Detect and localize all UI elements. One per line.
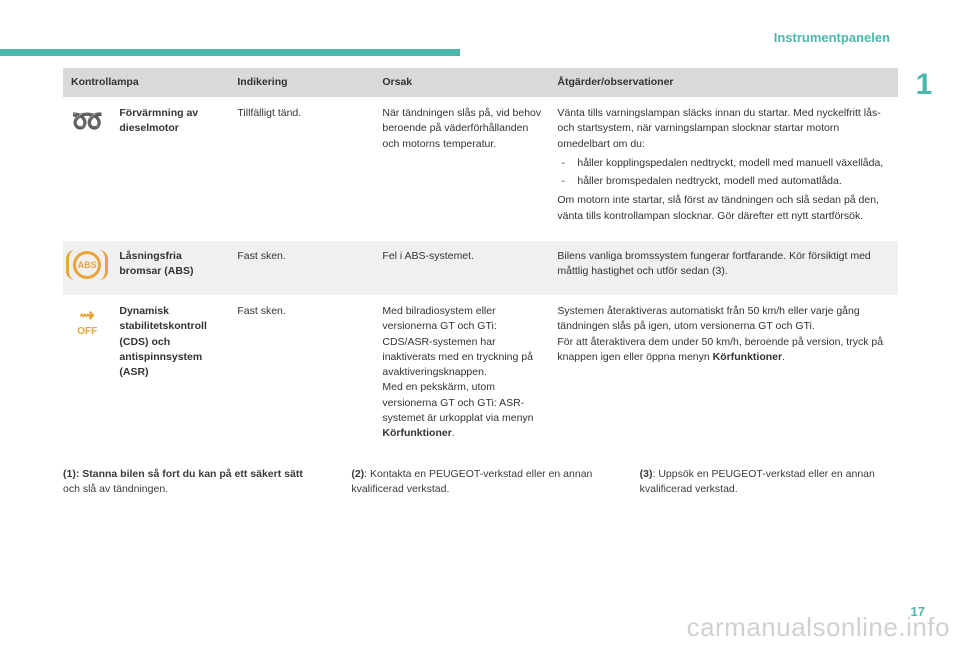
lamp-indication: Fast sken. (229, 296, 374, 457)
footnote-text: : Kontakta en PEUGEOT-verkstad eller en … (351, 468, 592, 495)
footnote-label: (1) (63, 468, 76, 480)
footnote-1: (1): Stanna bilen så fort du kan på ett … (63, 467, 321, 497)
list-item: håller kopplingspedalen nedtryckt, model… (571, 156, 890, 171)
lamp-name: Förvärmning av dieselmotor (111, 98, 229, 241)
lamp-action: Systemen återaktiveras automatiskt från … (549, 296, 898, 457)
action-text: Vänta tills varningslampan släcks innan … (557, 107, 880, 149)
warning-lamp-table: Kontrollampa Indikering Orsak Åtgärder/o… (63, 68, 898, 457)
action-part: Systemen återaktiveras automatiskt från … (557, 304, 890, 334)
lamp-name: Dynamisk stabilitetskontroll (CDS) och a… (111, 296, 229, 457)
car-skid-icon: ⇝ (71, 306, 103, 326)
menu-name: Körfunktioner (713, 351, 782, 363)
lamp-name: Låsningsfria bromsar (ABS) (111, 240, 229, 295)
cause-part: Med en pekskärm, utom versionerna GT och… (382, 380, 541, 441)
list-item: håller bromspedalen nedtryckt, modell me… (571, 174, 890, 189)
lamp-icon-cell: ⇝ OFF (63, 296, 111, 457)
accent-bar (0, 49, 460, 56)
preheat-coil-icon: ➿ (71, 106, 103, 136)
lamp-cause: När tändningen slås på, vid behov beroen… (374, 98, 549, 241)
cause-text: . (452, 427, 455, 439)
section-title: Instrumentpanelen (774, 30, 890, 45)
col-header-cause: Orsak (374, 68, 549, 98)
cause-part: Med bilradiosystem eller versionerna GT … (382, 304, 541, 380)
table-row: ➿ Förvärmning av dieselmotor Tillfälligt… (63, 98, 898, 241)
action-list: håller kopplingspedalen nedtryckt, model… (557, 156, 890, 189)
action-text: . (782, 351, 785, 363)
footnote-2: (2): Kontakta en PEUGEOT-verkstad eller … (351, 467, 609, 497)
footnote-bold: : Stanna bilen så fort du kan på ett säk… (76, 468, 303, 480)
footnote-3: (3): Uppsök en PEUGEOT-verkstad eller en… (640, 467, 898, 497)
esc-off-icon: ⇝ OFF (71, 306, 103, 337)
footnote-text: och slå av tändningen. (63, 483, 168, 495)
lamp-indication: Tillfälligt tänd. (229, 98, 374, 241)
lamp-cause: Fel i ABS-systemet. (374, 240, 549, 295)
lamp-icon-cell: ABS (63, 240, 111, 295)
chapter-number: 1 (908, 68, 940, 102)
off-label: OFF (77, 326, 97, 337)
col-header-lamp: Kontrollampa (63, 68, 229, 98)
watermark: carmanualsonline.info (687, 612, 950, 643)
lamp-indication: Fast sken. (229, 240, 374, 295)
chapter-tab: 1 (908, 68, 940, 102)
page-content: Kontrollampa Indikering Orsak Åtgärder/o… (63, 68, 898, 498)
table-header-row: Kontrollampa Indikering Orsak Åtgärder/o… (63, 68, 898, 98)
action-part: För att återaktivera dem under 50 km/h, … (557, 335, 890, 365)
lamp-action: Vänta tills varningslampan släcks innan … (549, 98, 898, 241)
footnotes: (1): Stanna bilen så fort du kan på ett … (63, 467, 898, 497)
menu-name: Körfunktioner (382, 427, 451, 439)
lamp-cause: Med bilradiosystem eller versionerna GT … (374, 296, 549, 457)
footnote-text: : Uppsök en PEUGEOT-verkstad eller en an… (640, 468, 875, 495)
lamp-action: Bilens vanliga bromssystem fungerar fort… (549, 240, 898, 295)
abs-icon: ABS (73, 251, 101, 279)
cause-text: Med en pekskärm, utom versionerna GT och… (382, 381, 533, 423)
col-header-indication: Indikering (229, 68, 374, 98)
footnote-label: (3) (640, 468, 653, 480)
table-row: ⇝ OFF Dynamisk stabilitetskontroll (CDS)… (63, 296, 898, 457)
action-text: Om motorn inte startar, slå först av tän… (557, 194, 879, 221)
footnote-label: (2) (351, 468, 364, 480)
lamp-icon-cell: ➿ (63, 98, 111, 241)
table-row: ABS Låsningsfria bromsar (ABS) Fast sken… (63, 240, 898, 295)
col-header-action: Åtgärder/observationer (549, 68, 898, 98)
